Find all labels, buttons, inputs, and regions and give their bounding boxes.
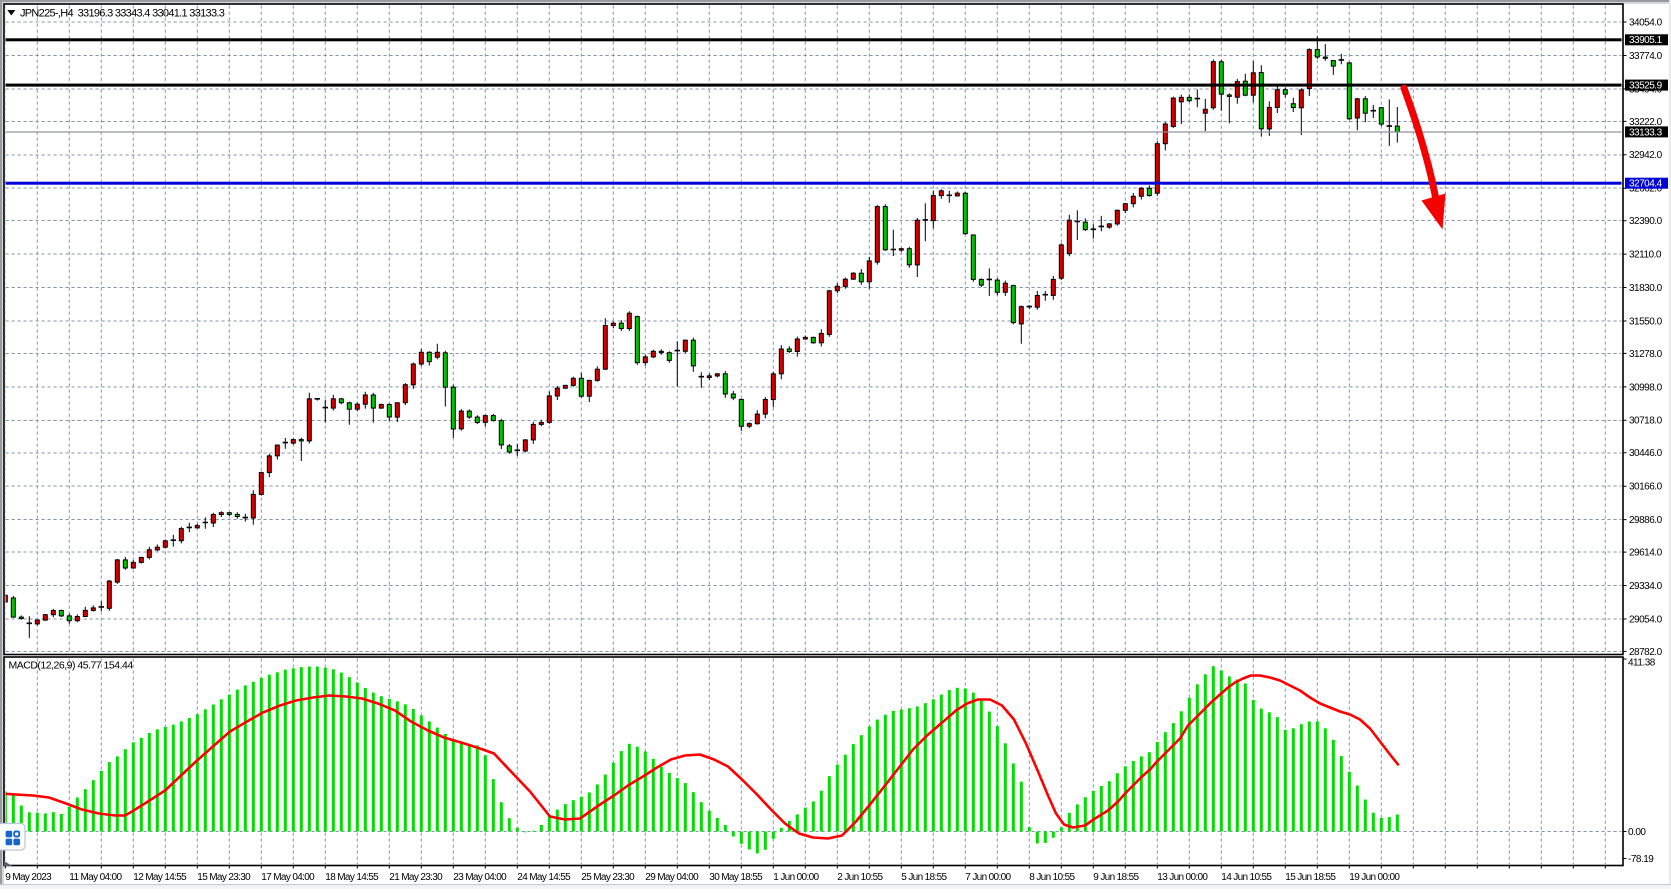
svg-text:21 May 23:30: 21 May 23:30 xyxy=(389,872,443,883)
svg-text:7 Jun 00:00: 7 Jun 00:00 xyxy=(965,872,1011,883)
svg-text:33222.0: 33222.0 xyxy=(1629,117,1663,128)
svg-text:12 May 14:55: 12 May 14:55 xyxy=(133,872,187,883)
svg-text:33905.1: 33905.1 xyxy=(1629,35,1663,46)
svg-text:29054.0: 29054.0 xyxy=(1629,614,1663,625)
svg-text:33525.9: 33525.9 xyxy=(1629,81,1663,92)
svg-text:23 May 04:00: 23 May 04:00 xyxy=(453,872,507,883)
svg-text:31278.0: 31278.0 xyxy=(1629,349,1663,360)
svg-text:28782.0: 28782.0 xyxy=(1629,647,1663,658)
svg-text:15 Jun 18:55: 15 Jun 18:55 xyxy=(1285,872,1336,883)
svg-text:13 Jun 00:00: 13 Jun 00:00 xyxy=(1157,872,1208,883)
svg-text:31830.0: 31830.0 xyxy=(1629,283,1663,294)
svg-text:29886.0: 29886.0 xyxy=(1629,515,1663,526)
svg-text:25 May 23:30: 25 May 23:30 xyxy=(581,872,635,883)
svg-text:14 Jun 10:55: 14 Jun 10:55 xyxy=(1221,872,1272,883)
svg-text:30166.0: 30166.0 xyxy=(1629,482,1663,493)
svg-text:MACD(12,26,9) 45.77 154.44: MACD(12,26,9) 45.77 154.44 xyxy=(9,660,134,672)
svg-text:15 May 23:30: 15 May 23:30 xyxy=(197,872,251,883)
svg-text:30998.0: 30998.0 xyxy=(1629,382,1663,393)
svg-text:32110.0: 32110.0 xyxy=(1629,250,1662,261)
svg-text:30 May 18:55: 30 May 18:55 xyxy=(709,872,763,883)
svg-text:32390.0: 32390.0 xyxy=(1629,216,1663,227)
svg-text:-78.19: -78.19 xyxy=(1628,854,1654,865)
svg-text:30446.0: 30446.0 xyxy=(1629,448,1663,459)
svg-text:29334.0: 29334.0 xyxy=(1629,581,1663,592)
svg-text:31550.0: 31550.0 xyxy=(1629,316,1663,327)
svg-text:18 May 14:55: 18 May 14:55 xyxy=(325,872,379,883)
svg-text:19 Jun 00:00: 19 Jun 00:00 xyxy=(1349,872,1400,883)
svg-text:9 May 2023: 9 May 2023 xyxy=(5,872,52,883)
svg-text:411.38: 411.38 xyxy=(1628,658,1656,669)
svg-text:32942.0: 32942.0 xyxy=(1629,150,1663,161)
svg-text:0.00: 0.00 xyxy=(1628,827,1646,838)
svg-text:33774.0: 33774.0 xyxy=(1629,51,1663,62)
svg-text:24 May 14:55: 24 May 14:55 xyxy=(517,872,571,883)
svg-text:30718.0: 30718.0 xyxy=(1629,416,1663,427)
svg-text:32662.0: 32662.0 xyxy=(1629,184,1663,195)
svg-text:34054.0: 34054.0 xyxy=(1629,17,1663,28)
svg-text:9 Jun 18:55: 9 Jun 18:55 xyxy=(1093,872,1139,883)
svg-text:1 Jun 00:00: 1 Jun 00:00 xyxy=(773,872,819,883)
svg-text:2 Jun 10:55: 2 Jun 10:55 xyxy=(837,872,883,883)
svg-text:29614.0: 29614.0 xyxy=(1629,548,1663,559)
svg-text:17 May 04:00: 17 May 04:00 xyxy=(261,872,315,883)
svg-text:JPN225-,H4 33196.3 33343.4 33: JPN225-,H4 33196.3 33343.4 33041.1 33133… xyxy=(20,8,225,20)
svg-text:32704.4: 32704.4 xyxy=(1629,179,1663,190)
svg-text:5 Jun 18:55: 5 Jun 18:55 xyxy=(901,872,947,883)
svg-text:33133.3: 33133.3 xyxy=(1629,127,1663,138)
svg-text:11 May 04:00: 11 May 04:00 xyxy=(69,872,122,883)
svg-text:8 Jun 10:55: 8 Jun 10:55 xyxy=(1029,872,1075,883)
svg-text:29 May 04:00: 29 May 04:00 xyxy=(645,872,699,883)
